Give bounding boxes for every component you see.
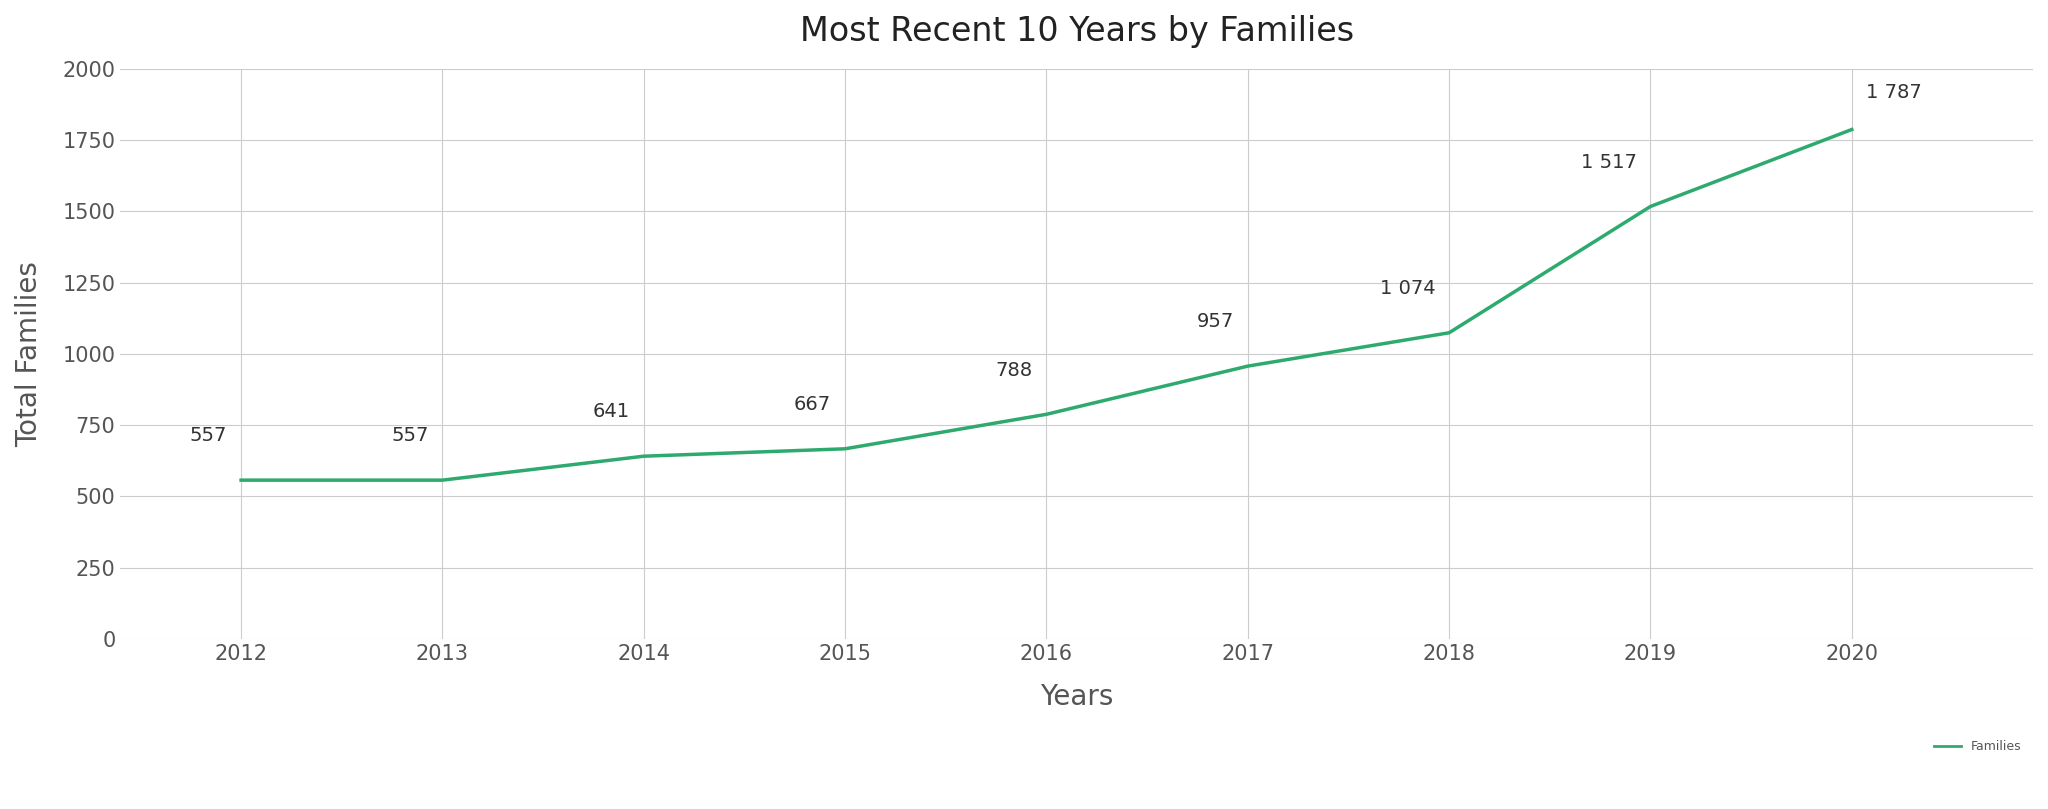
- Families: [1034, 409, 1059, 419]
- Text: 1 074: 1 074: [1380, 279, 1436, 298]
- Families: [1235, 362, 1260, 371]
- Text: 667: 667: [795, 395, 831, 414]
- Title: Most Recent 10 Years by Families: Most Recent 10 Years by Families: [799, 15, 1354, 48]
- Families: [1438, 328, 1462, 337]
- Text: 641: 641: [592, 403, 631, 421]
- Text: 788: 788: [995, 361, 1032, 379]
- Families: [229, 476, 254, 485]
- Y-axis label: Total Families: Total Families: [14, 261, 43, 447]
- Families: [430, 476, 455, 485]
- Text: 1 517: 1 517: [1581, 153, 1636, 172]
- X-axis label: Years: Years: [1040, 684, 1114, 711]
- Legend: Families: Families: [1929, 735, 2028, 758]
- Families: [834, 444, 858, 454]
- Families: [1839, 125, 1864, 134]
- Families: [1638, 201, 1663, 211]
- Line: Families: Families: [242, 129, 1851, 481]
- Families: [631, 451, 655, 461]
- Text: 557: 557: [391, 426, 428, 446]
- Text: 1 787: 1 787: [1866, 83, 1921, 102]
- Text: 557: 557: [190, 426, 227, 446]
- Text: 957: 957: [1196, 312, 1233, 332]
